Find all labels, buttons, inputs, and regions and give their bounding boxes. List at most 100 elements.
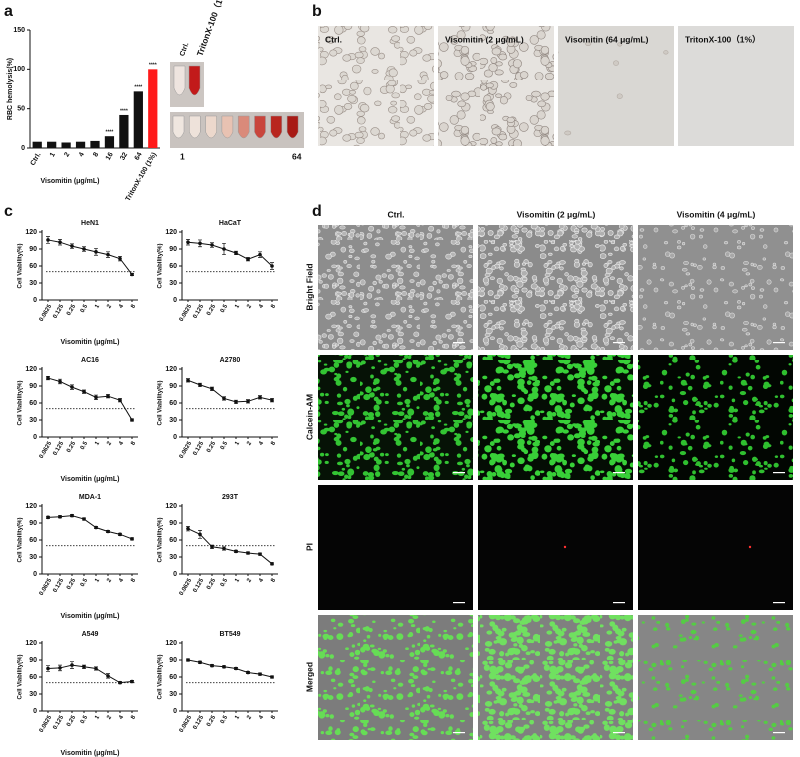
y-tick-label: 120 bbox=[165, 503, 177, 510]
y-tick-label: 120 bbox=[165, 229, 177, 236]
point bbox=[82, 247, 86, 251]
point bbox=[82, 389, 86, 394]
chart-title: 293T bbox=[222, 494, 239, 501]
tube bbox=[189, 115, 201, 139]
tube bbox=[188, 65, 201, 96]
x-tick-label: 2 bbox=[106, 440, 113, 446]
point bbox=[234, 400, 238, 404]
y-tick-label: 30 bbox=[169, 554, 177, 561]
axes bbox=[41, 504, 138, 575]
x-tick-label: 0.5 bbox=[220, 440, 230, 451]
y-tick-label: 30 bbox=[29, 691, 37, 698]
column-header: Visomitin (2 μg/mL) bbox=[517, 209, 596, 219]
photo-label: Ctrl. bbox=[179, 42, 190, 58]
point bbox=[198, 383, 202, 387]
x-tick-label: 1 bbox=[49, 151, 57, 158]
x-tick-label: 0.0625 bbox=[179, 440, 194, 459]
axes bbox=[181, 230, 278, 301]
point bbox=[94, 525, 98, 530]
point bbox=[118, 256, 122, 261]
image-label: Visomitin (2 μg/mL) bbox=[445, 34, 524, 44]
y-tick-label: 60 bbox=[29, 674, 37, 681]
scale-bar bbox=[453, 602, 465, 604]
panel-letter: b bbox=[312, 3, 322, 20]
y-tick-label: 0 bbox=[173, 708, 177, 715]
bar bbox=[32, 141, 42, 148]
micrograph bbox=[678, 26, 794, 146]
image-label: Ctrl. bbox=[325, 34, 342, 44]
x-tick-label: 1 bbox=[234, 577, 241, 583]
x-tick-label: 4 bbox=[118, 440, 125, 446]
y-tick-label: 120 bbox=[25, 503, 37, 510]
tube bbox=[172, 115, 185, 139]
point bbox=[70, 385, 74, 389]
x-tick-label: 0.125 bbox=[192, 303, 205, 320]
y-tick-label: 90 bbox=[29, 657, 37, 664]
x-tick-label: 1 bbox=[94, 577, 101, 583]
point bbox=[258, 552, 262, 556]
scale-bar bbox=[453, 472, 465, 474]
point bbox=[222, 665, 226, 669]
x-tick-label: 2 bbox=[246, 577, 253, 583]
chart-title: A549 bbox=[82, 631, 99, 638]
x-tick-label: 0.125 bbox=[52, 714, 65, 731]
point bbox=[46, 515, 50, 520]
point bbox=[210, 243, 214, 247]
y-axis-label: Cell Viability(%) bbox=[158, 244, 164, 289]
tube bbox=[221, 115, 234, 139]
point bbox=[246, 670, 250, 675]
point bbox=[270, 562, 274, 566]
chart-title: AC16 bbox=[81, 357, 99, 364]
image-label: TritonX-100（1%） bbox=[685, 34, 761, 44]
x-tick-label: 64 bbox=[134, 151, 144, 161]
y-tick-label: 60 bbox=[29, 400, 37, 407]
y-tick-label: 30 bbox=[169, 417, 177, 424]
tube bbox=[237, 115, 250, 139]
pi-dot bbox=[748, 545, 752, 549]
panel-letter: c bbox=[4, 203, 13, 220]
x-tick-label: 0.0625 bbox=[39, 303, 54, 322]
y-tick-label: 90 bbox=[169, 383, 177, 390]
scale-bar bbox=[453, 342, 465, 344]
y-tick-label: 60 bbox=[169, 674, 177, 681]
x-tick-label: 0.25 bbox=[66, 440, 77, 454]
y-tick-label: 30 bbox=[29, 280, 37, 287]
photo-label: TritonX-100（1%） bbox=[195, 0, 230, 57]
y-tick-label: 150 bbox=[13, 27, 25, 34]
tube bbox=[254, 115, 266, 139]
point bbox=[270, 398, 274, 402]
x-tick-label: 0.125 bbox=[52, 440, 65, 457]
point bbox=[186, 240, 190, 244]
micrograph bbox=[318, 225, 473, 350]
point bbox=[234, 549, 238, 554]
point bbox=[46, 238, 50, 242]
x-tick-label: 8 bbox=[270, 440, 277, 446]
x-tick-label: 0.5 bbox=[80, 440, 90, 451]
bar bbox=[90, 140, 100, 148]
micrograph bbox=[638, 485, 793, 610]
y-tick-label: 120 bbox=[25, 640, 37, 647]
point bbox=[130, 418, 134, 422]
x-tick-label: 16 bbox=[105, 151, 115, 161]
significance: **** bbox=[106, 130, 114, 136]
chart-title: HaCaT bbox=[219, 220, 242, 227]
x-tick-label: 8 bbox=[130, 303, 137, 309]
point bbox=[106, 394, 110, 399]
y-tick-label: 60 bbox=[29, 263, 37, 270]
x-tick-label: 4 bbox=[118, 303, 125, 309]
x-tick-label: 1 bbox=[94, 303, 101, 309]
scale-bar bbox=[613, 732, 625, 734]
y-tick-label: 30 bbox=[29, 554, 37, 561]
axes bbox=[41, 230, 138, 301]
x-tick-label: 4 bbox=[258, 303, 265, 309]
x-tick-label: 0.0625 bbox=[179, 303, 194, 322]
point bbox=[94, 666, 98, 671]
line bbox=[47, 239, 133, 275]
y-tick-label: 0 bbox=[33, 571, 37, 578]
y-tick-label: 100 bbox=[13, 66, 25, 73]
point bbox=[210, 545, 214, 549]
x-tick-label: 0.25 bbox=[206, 440, 217, 454]
y-tick-label: 0 bbox=[173, 571, 177, 578]
micrograph bbox=[318, 485, 473, 610]
point bbox=[94, 250, 98, 254]
